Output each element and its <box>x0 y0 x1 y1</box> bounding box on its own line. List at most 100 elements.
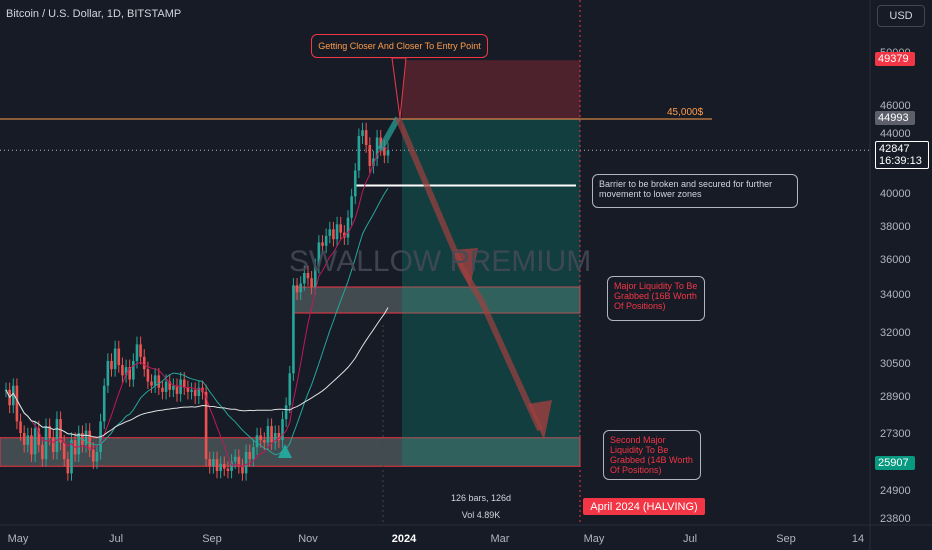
candle <box>193 382 197 405</box>
currency-button[interactable]: USD <box>877 5 925 27</box>
stop-price-tag: 49379 <box>875 52 915 66</box>
ticker-title: Bitcoin / U.S. Dollar, 1D, BITSTAMP <box>6 8 182 20</box>
candle <box>335 216 339 247</box>
candle <box>368 137 372 174</box>
candle <box>303 265 306 291</box>
x-tick-label: Nov <box>298 533 318 545</box>
x-tick-label: May <box>584 533 605 545</box>
x-tick-label: 2024 <box>392 533 417 545</box>
level-price-tag: 44993 <box>875 111 915 125</box>
candle <box>288 365 292 414</box>
candle <box>317 235 321 274</box>
candle <box>11 378 15 414</box>
candle <box>332 221 335 247</box>
candle <box>277 425 281 448</box>
candle <box>321 235 324 254</box>
candle <box>168 374 172 398</box>
candle <box>77 425 81 462</box>
candle <box>241 458 244 481</box>
y-tick-label: 40000 <box>880 188 911 200</box>
candle <box>37 420 41 453</box>
candle <box>197 380 201 405</box>
y-tick-label: 32000 <box>880 327 911 339</box>
stop-zone <box>402 60 580 119</box>
y-tick-label: 30500 <box>880 358 911 370</box>
candle <box>30 427 33 462</box>
target-price-tag: 25907 <box>875 456 915 470</box>
y-tick-label: 23800 <box>880 513 911 525</box>
x-tick-label: Sep <box>202 533 222 545</box>
candle <box>233 449 237 469</box>
x-tick-label: Mar <box>491 533 510 545</box>
y-tick-label: 46000 <box>880 100 911 112</box>
candle <box>244 444 248 481</box>
candle <box>139 336 142 365</box>
candle <box>146 361 150 389</box>
candle <box>110 353 113 377</box>
candle <box>252 439 255 467</box>
candle <box>44 418 48 467</box>
candle <box>263 432 266 451</box>
y-tick-label: 38000 <box>880 221 911 233</box>
candle <box>22 425 26 453</box>
candle <box>386 142 390 164</box>
candle <box>142 349 146 377</box>
candle <box>339 216 343 241</box>
candle <box>292 278 295 381</box>
y-tick-label: 36000 <box>880 254 911 266</box>
x-tick-label: May <box>8 533 29 545</box>
candle <box>135 336 139 369</box>
candle <box>281 411 284 448</box>
candle <box>350 188 353 226</box>
candle <box>295 278 299 300</box>
candle <box>212 451 215 474</box>
candle <box>62 434 66 467</box>
candle <box>161 380 164 400</box>
candle <box>113 340 117 377</box>
candle <box>208 451 212 474</box>
candle <box>259 427 262 448</box>
candle <box>266 418 270 451</box>
candle <box>248 444 252 467</box>
second-liquidity-callout: Second Major Liquidity To Be Grabbed (14… <box>603 430 701 480</box>
candle <box>226 461 230 479</box>
candle <box>88 423 91 458</box>
candle <box>313 258 317 295</box>
candle <box>106 353 110 393</box>
volume-info: Vol 4.89K <box>461 510 501 520</box>
candle <box>121 357 124 383</box>
candle <box>150 374 153 393</box>
level-label-45000: 45,000$ <box>667 107 704 118</box>
candle <box>306 265 310 286</box>
projection-arrowhead-mid <box>452 248 478 288</box>
ma-mid <box>5 187 389 456</box>
candle <box>186 380 190 400</box>
candle <box>299 276 302 300</box>
candle <box>219 456 222 479</box>
candle <box>310 270 313 295</box>
last-price-value: 42847 <box>879 143 910 155</box>
candle <box>55 411 59 460</box>
candle <box>364 122 368 153</box>
candle <box>15 378 19 430</box>
bars-count: 126 bars, 126d <box>450 493 512 503</box>
profit-zone <box>402 119 580 467</box>
y-tick-label: 24900 <box>880 485 911 497</box>
candle <box>172 378 175 398</box>
candle <box>328 221 332 244</box>
candle <box>237 449 241 474</box>
candle <box>372 150 375 174</box>
x-tick-label: Sep <box>776 533 796 545</box>
buy-arrow-icon <box>278 444 292 458</box>
candle <box>70 432 73 481</box>
candle <box>92 442 95 469</box>
candle <box>66 451 70 481</box>
x-tick-label: Jul <box>683 533 697 545</box>
candle <box>33 420 37 462</box>
candle <box>41 437 44 467</box>
candle <box>230 454 233 479</box>
candle <box>175 378 179 402</box>
candle <box>51 430 55 460</box>
down-projection-arrow <box>395 116 543 432</box>
